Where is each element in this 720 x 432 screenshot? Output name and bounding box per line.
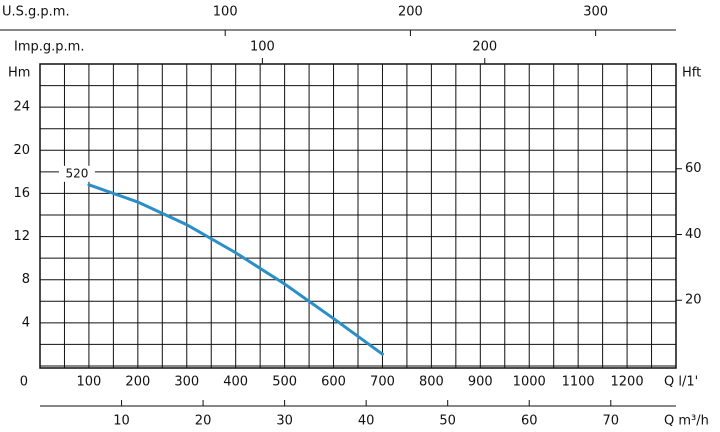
x-axis-label: Q l/1' [664, 375, 698, 390]
y-tick-label: 8 [22, 272, 30, 287]
y-tick-label: 24 [13, 100, 30, 115]
x-tick-label: 200 [472, 40, 497, 55]
curve-label: 520 [65, 166, 88, 180]
plot-border [39, 63, 677, 369]
y2-tick-label: 20 [685, 293, 702, 308]
x-tick-label: 50 [439, 414, 456, 429]
x-tick-label: 900 [468, 375, 493, 390]
x-tick-label: 200 [125, 375, 150, 390]
x-tick-label: 10 [113, 414, 130, 429]
y-tick-label: 20 [13, 143, 30, 158]
y-tick-label: 16 [13, 186, 30, 201]
x-tick-label: 0 [20, 375, 28, 390]
x-tick-label: 500 [272, 375, 297, 390]
x-tick-label: 100 [250, 40, 275, 55]
x-tick-label: 600 [321, 375, 346, 390]
curve-label-bg [58, 165, 95, 182]
x-tick-label: 30 [276, 414, 293, 429]
y2-axis-label: Hft [682, 66, 701, 81]
x-axis-label: Q m³/h [664, 414, 709, 429]
y-tick-label: 4 [22, 315, 30, 330]
x-tick-label: 400 [223, 375, 248, 390]
x-tick-label: 700 [370, 375, 395, 390]
x-tick-label: 100 [77, 375, 102, 390]
y-tick-label: 12 [13, 229, 30, 244]
x-tick-label: 100 [213, 5, 238, 20]
x-tick-label: 300 [583, 5, 608, 20]
x-tick-label: 1100 [562, 375, 595, 390]
x-tick-label: 70 [602, 414, 619, 429]
x-tick-label: 20 [195, 414, 212, 429]
y-axis-label: Hm [8, 66, 30, 81]
x-tick-label: 60 [521, 414, 538, 429]
curve [87, 183, 384, 356]
x-tick-label: 800 [419, 375, 444, 390]
x-tick-label: 200 [398, 5, 423, 20]
top-axis-label: U.S.g.p.m. [2, 5, 70, 20]
y2-tick-label: 40 [685, 227, 702, 242]
y2-tick-label: 60 [685, 161, 702, 176]
x-tick-label: 1000 [513, 375, 546, 390]
x-tick-label: 1200 [611, 375, 644, 390]
x-tick-label: 300 [174, 375, 199, 390]
top-axis-label: Imp.g.p.m. [14, 40, 84, 55]
x-tick-label: 40 [358, 414, 375, 429]
